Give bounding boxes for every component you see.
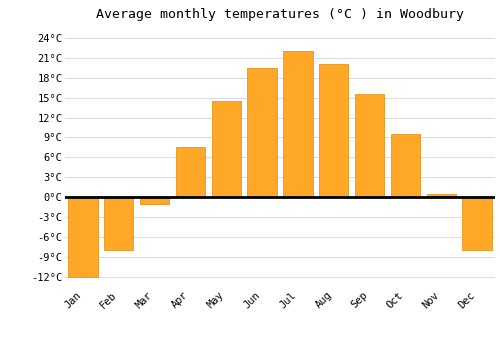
- Bar: [355, 94, 384, 197]
- Bar: [248, 68, 277, 197]
- Title: Average monthly temperatures (°C ) in Woodbury: Average monthly temperatures (°C ) in Wo…: [96, 8, 464, 21]
- Bar: [212, 101, 241, 197]
- Bar: [426, 194, 456, 197]
- Bar: [462, 197, 492, 251]
- Bar: [390, 134, 420, 197]
- Bar: [319, 64, 348, 197]
- Bar: [283, 51, 312, 197]
- Bar: [176, 147, 205, 197]
- Bar: [104, 197, 134, 251]
- Bar: [68, 197, 98, 277]
- Bar: [140, 197, 170, 204]
